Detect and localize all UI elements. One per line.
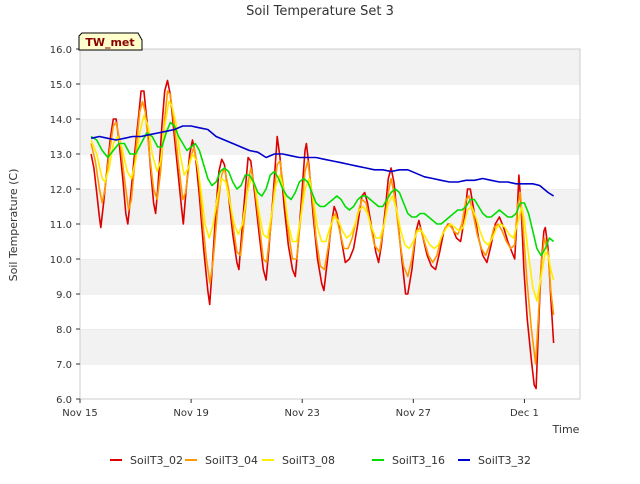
legend-label: SoilT3_04 <box>205 454 258 467</box>
x-tick-label: Nov 19 <box>173 408 208 419</box>
y-tick-label: 7.0 <box>56 360 72 371</box>
series-line-soilt3-16 <box>90 121 555 257</box>
y-tick-label: 11.0 <box>50 220 72 231</box>
x-axis-label: Time <box>552 423 580 436</box>
x-tick-label: Nov 27 <box>396 408 431 419</box>
x-axis-ticks: Nov 15 Nov 19 Nov 23 Nov 27 Dec 1 <box>62 399 539 419</box>
plot-band <box>80 49 580 84</box>
series-line-soilt3-32 <box>90 125 555 197</box>
y-tick-label: 16.0 <box>50 45 72 56</box>
plot-band <box>80 294 580 329</box>
legend-label: SoilT3_02 <box>130 454 183 467</box>
y-tick-label: 9.0 <box>56 290 72 301</box>
station-badge-text: TW_met <box>85 36 134 49</box>
plot-band <box>80 154 580 189</box>
x-tick-label: Nov 23 <box>285 408 320 419</box>
legend-item: SoilT3_08 <box>262 454 335 467</box>
y-tick-label: 15.0 <box>50 80 72 91</box>
legend-item: SoilT3_32 <box>458 454 531 467</box>
plot-band <box>80 189 580 224</box>
x-tick-label: Dec 1 <box>510 408 539 419</box>
station-badge: TW_met <box>78 32 143 51</box>
y-tick-label: 14.0 <box>50 115 72 126</box>
legend-item: SoilT3_16 <box>372 454 445 467</box>
series-line-soilt3-04 <box>90 90 555 365</box>
x-tick-label: Nov 15 <box>62 408 97 419</box>
plot-bands <box>80 48 580 399</box>
plot-band <box>80 119 580 154</box>
plot-band <box>80 84 580 119</box>
y-tick-label: 10.0 <box>50 255 72 266</box>
plot-band <box>80 364 580 399</box>
plot-band <box>80 329 580 364</box>
legend-label: SoilT3_08 <box>282 454 335 467</box>
y-tick-label: 12.0 <box>50 185 72 196</box>
legend-item: SoilT3_02 <box>110 454 183 467</box>
legend: SoilT3_02 SoilT3_04 SoilT3_08 SoilT3_16 Soil… <box>110 454 531 467</box>
y-tick-label: 13.0 <box>50 150 72 161</box>
chart-title: Soil Temperature Set 3 <box>246 4 394 19</box>
station-badge-box <box>78 32 143 51</box>
y-axis-ticks: 6.0 7.0 8.0 9.0 10.0 11.0 12.0 13.0 14.0 15.0 16.0 <box>50 45 80 406</box>
legend-label: SoilT3_32 <box>478 454 531 467</box>
series-line-soilt3-08 <box>90 100 555 302</box>
y-axis-label: Soil Temperature (C) <box>7 169 20 282</box>
series-layer <box>90 79 555 390</box>
legend-label: SoilT3_16 <box>392 454 445 467</box>
y-tick-label: 8.0 <box>56 325 72 336</box>
plot-band <box>80 259 580 294</box>
y-tick-label: 6.0 <box>56 395 72 406</box>
legend-item: SoilT3_04 <box>185 454 258 467</box>
